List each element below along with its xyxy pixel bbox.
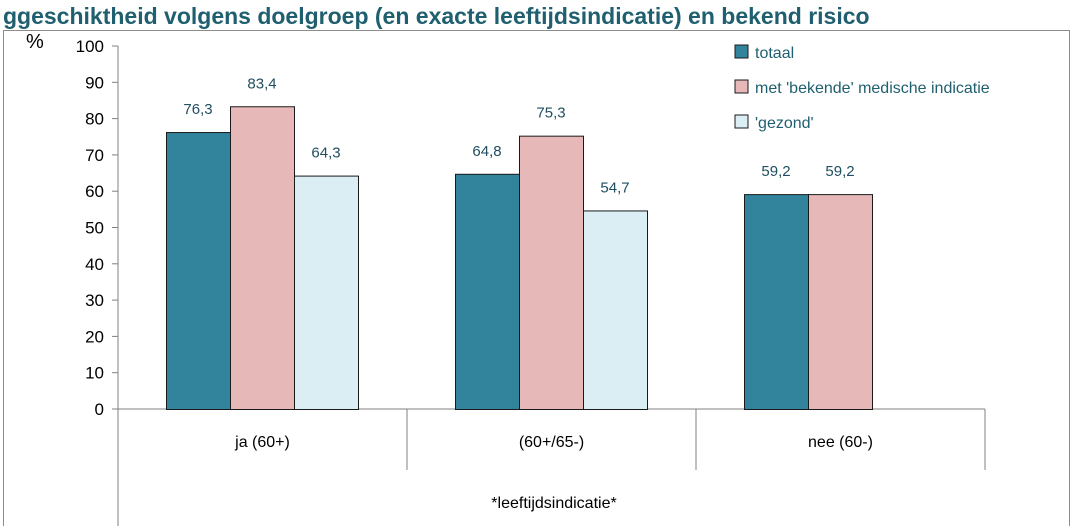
legend-swatch [734,44,749,59]
legend-swatch [734,79,749,94]
y-tick-label: 40 [85,255,104,274]
legend-label: 'gezond' [755,115,814,132]
data-label: 83,4 [247,75,276,92]
bar [583,210,648,410]
bar [166,132,231,410]
y-axis-unit: % [26,31,44,53]
y-tick-label: 0 [95,400,104,419]
y-tick-label: 60 [85,182,104,201]
legend-label: totaal [755,45,794,62]
y-tick-label: 90 [85,73,104,92]
bar [294,175,359,410]
x-tick-label: ja (60+) [234,434,290,451]
data-label: 64,8 [472,143,501,160]
chart-title: ggeschiktheid volgens doelgroep (en exac… [3,3,870,29]
y-tick-label: 100 [76,37,104,56]
bar [744,194,809,410]
bar [808,194,873,410]
data-label: 76,3 [183,101,212,118]
y-tick-label: 80 [85,110,104,129]
bar [455,173,520,410]
legend-swatch [734,114,749,129]
x-tick-label: (60+/65-) [519,434,584,451]
data-label: 75,3 [536,105,565,122]
data-label: 64,3 [311,145,340,162]
data-label: 59,2 [825,163,854,180]
y-tick-label: 30 [85,291,104,310]
legend-label: met 'bekende' medische indicatie [755,80,990,97]
y-tick-label: 10 [85,364,104,383]
category-group-label: *leeftijdsindicatie* [491,495,616,512]
y-tick-label: 20 [85,327,104,346]
bar [230,106,295,411]
x-tick-label: nee (60-) [808,434,873,451]
data-label: 59,2 [761,163,790,180]
y-tick-label: 50 [85,219,104,238]
y-tick-label: 70 [85,146,104,165]
data-label: 54,7 [600,179,629,196]
bar [519,135,584,410]
